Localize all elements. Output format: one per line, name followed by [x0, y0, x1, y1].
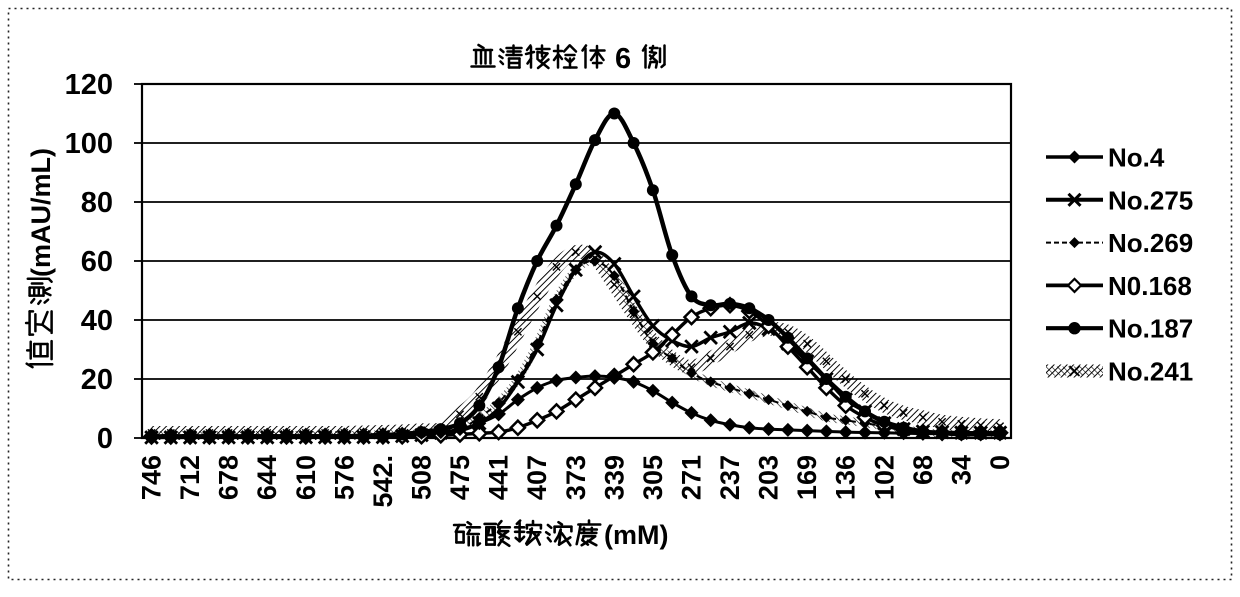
svg-text:271: 271 [677, 455, 707, 500]
svg-text:373: 373 [561, 455, 591, 500]
svg-text:34: 34 [946, 455, 976, 485]
svg-text:169: 169 [792, 455, 822, 500]
svg-text:136: 136 [831, 455, 861, 500]
svg-text:20: 20 [81, 364, 113, 396]
svg-text:475: 475 [445, 455, 475, 500]
svg-text:No.187: No.187 [1108, 314, 1193, 344]
svg-text:576: 576 [329, 455, 359, 500]
svg-text:441: 441 [484, 455, 514, 500]
svg-text:68: 68 [908, 455, 938, 485]
svg-text:203: 203 [754, 455, 784, 500]
svg-text:N0.168: N0.168 [1108, 271, 1192, 301]
svg-text:746: 746 [137, 455, 167, 500]
svg-text:339: 339 [599, 455, 629, 500]
svg-text:712: 712 [175, 455, 205, 500]
svg-text:305: 305 [638, 455, 668, 500]
svg-text:610: 610 [291, 455, 321, 500]
svg-text:(mAU/mL): (mAU/mL) [26, 148, 56, 277]
svg-text:102: 102 [869, 455, 899, 500]
svg-text:No.269: No.269 [1108, 228, 1193, 258]
svg-text:542.: 542. [368, 455, 398, 508]
svg-text:40: 40 [81, 305, 113, 337]
svg-text:6: 6 [615, 43, 631, 75]
svg-text:No.241: No.241 [1108, 357, 1193, 387]
svg-text:0: 0 [97, 423, 113, 455]
svg-text:100: 100 [65, 128, 113, 160]
svg-text:80: 80 [81, 187, 113, 219]
svg-text:678: 678 [214, 455, 244, 500]
svg-text:508: 508 [407, 455, 437, 500]
svg-text:644: 644 [252, 455, 282, 500]
svg-text:No.4: No.4 [1108, 143, 1165, 173]
svg-text:0: 0 [985, 455, 1015, 470]
svg-text:(mM): (mM) [604, 520, 668, 550]
svg-text:407: 407 [522, 455, 552, 500]
svg-text:No.275: No.275 [1108, 185, 1193, 215]
svg-text:120: 120 [65, 69, 113, 101]
svg-text:237: 237 [715, 455, 745, 500]
svg-text:60: 60 [81, 246, 113, 278]
